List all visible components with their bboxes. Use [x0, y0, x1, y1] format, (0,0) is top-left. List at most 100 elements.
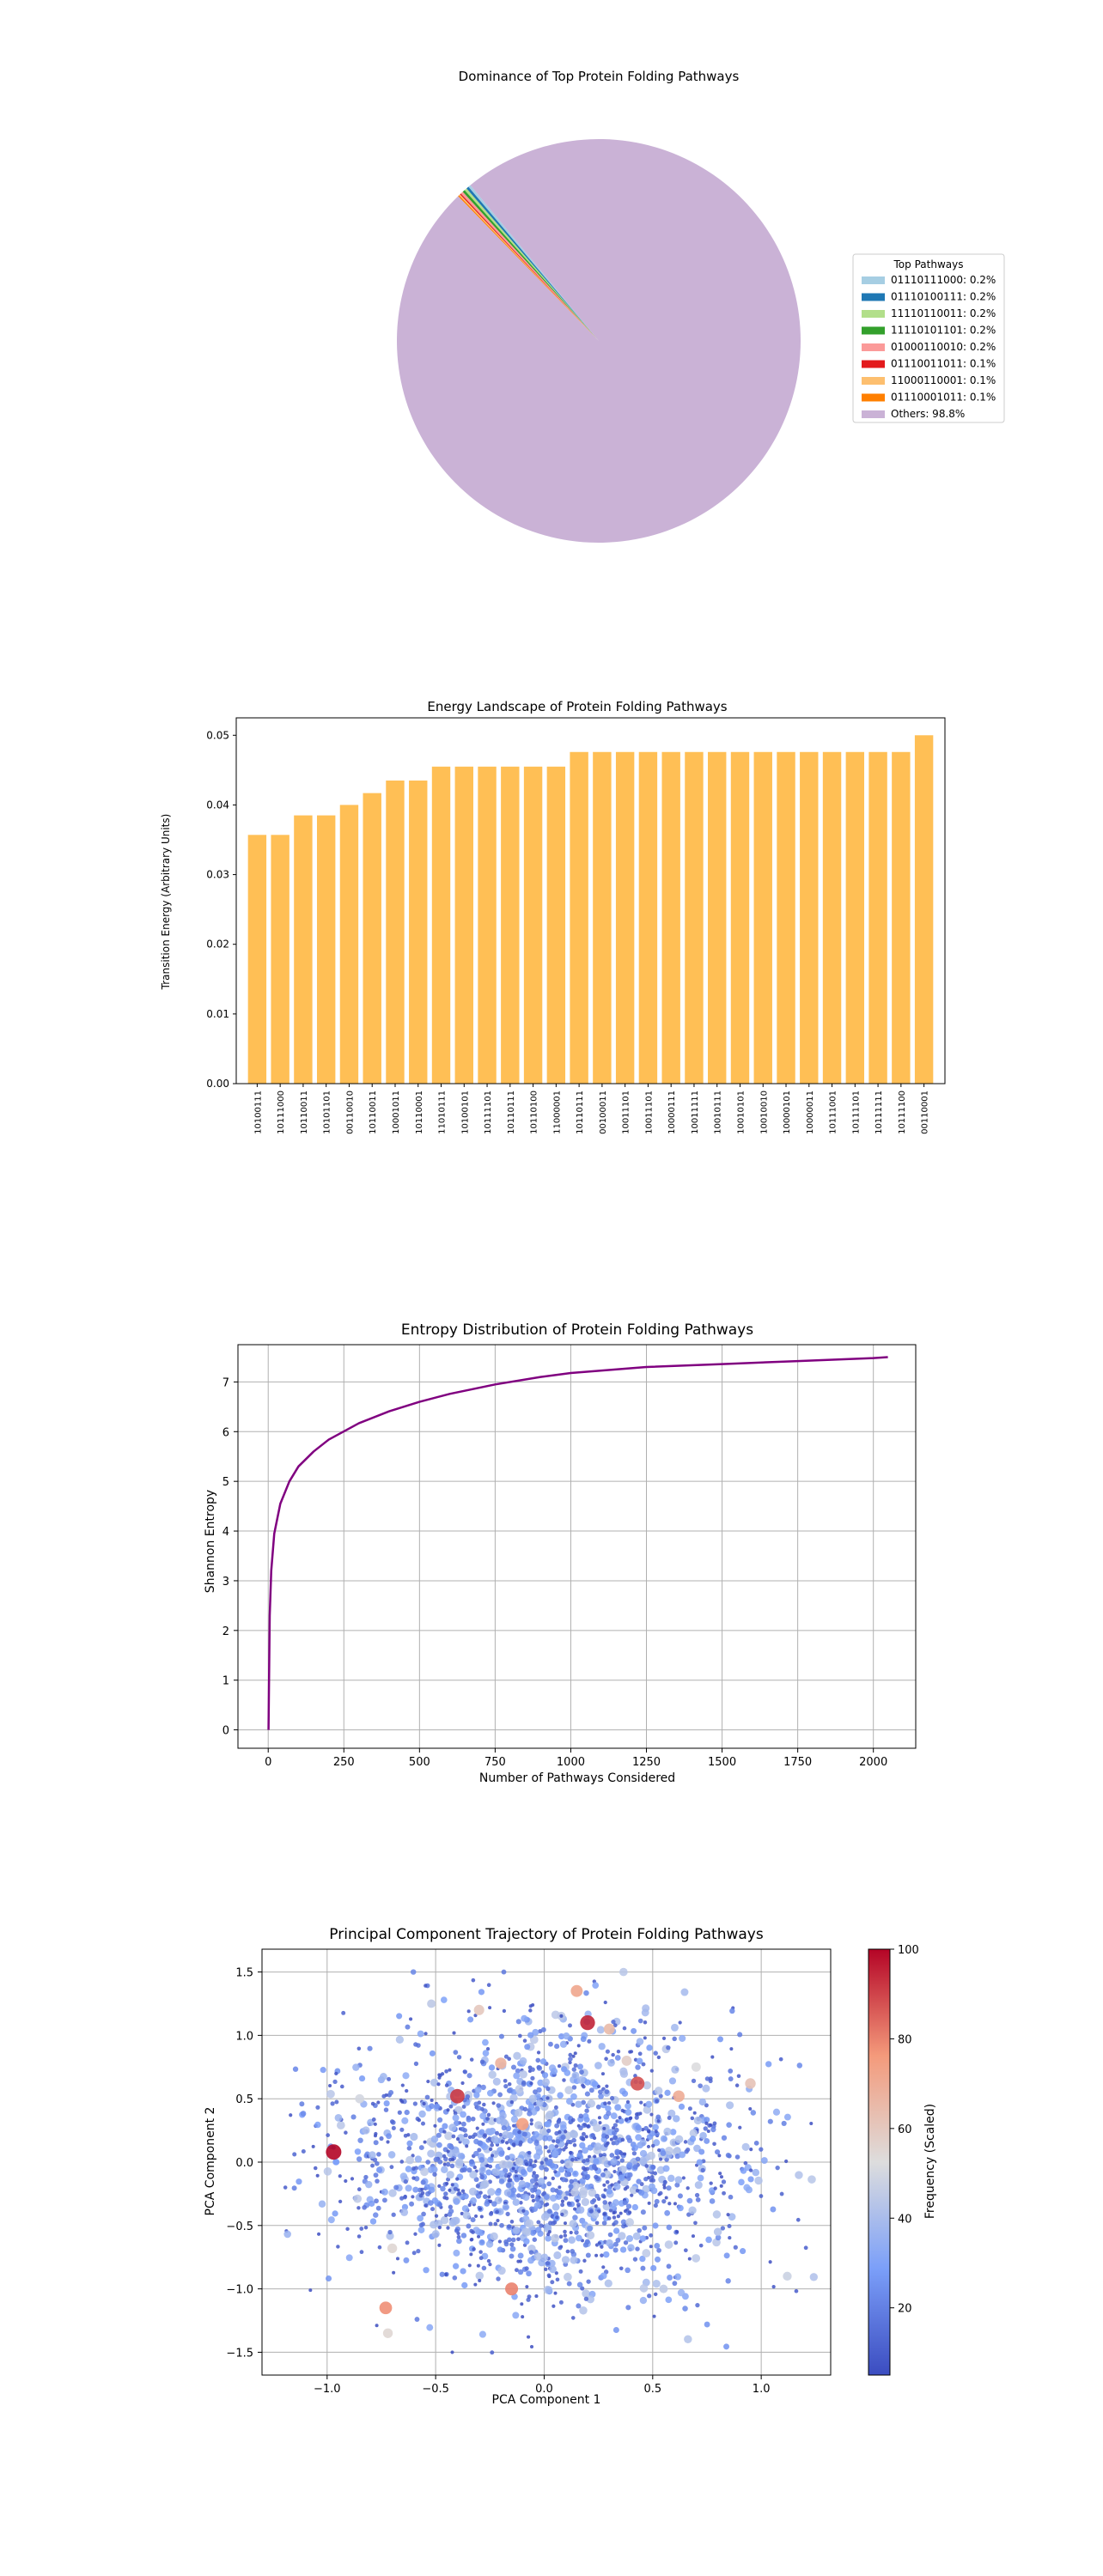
- y-tick-label: 1: [222, 1675, 229, 1688]
- scatter-point: [475, 2105, 482, 2111]
- x-tick-label: 10010111: [714, 1091, 723, 1134]
- scatter-point: [642, 2184, 650, 2194]
- scatter-point: [653, 2050, 658, 2056]
- bar: [431, 766, 451, 1084]
- scatter-point: [626, 2161, 633, 2169]
- scatter-point: [740, 2248, 747, 2255]
- scatter-point: [616, 2050, 621, 2054]
- scatter-point: [416, 2249, 421, 2254]
- legend-label: 01110111000: 0.2%: [891, 274, 996, 286]
- scatter-point: [618, 2174, 625, 2182]
- scatter-point: [649, 2130, 655, 2137]
- scatter-point: [649, 2069, 654, 2073]
- scatter-point: [713, 2186, 717, 2190]
- scatter-point: [610, 2112, 618, 2120]
- line-chart: Entropy Distribution of Protein Folding …: [204, 1321, 917, 1785]
- scatter-point: [564, 2272, 572, 2281]
- scatter-point: [461, 2105, 466, 2109]
- scatter-point: [318, 2200, 326, 2208]
- scatter-point: [418, 2222, 424, 2228]
- scatter-point: [564, 2086, 574, 2095]
- scatter-point: [522, 2193, 530, 2202]
- scatter-point: [726, 2101, 734, 2110]
- scatter-point: [587, 2144, 594, 2151]
- scatter-point: [629, 2050, 634, 2054]
- scatter-point: [374, 2160, 380, 2166]
- scatter-point: [417, 2227, 425, 2233]
- scatter-point: [651, 2143, 655, 2148]
- scatter-point: [448, 2204, 453, 2209]
- scatter-point: [446, 2149, 450, 2154]
- scatter-point: [534, 2294, 539, 2299]
- scatter-point: [439, 2271, 445, 2277]
- scatter-point: [597, 2116, 601, 2120]
- scatter-point: [515, 2019, 521, 2025]
- scatter-point: [723, 2343, 730, 2350]
- scatter-point-highlight: [449, 2088, 465, 2104]
- scatter-point: [440, 2185, 446, 2192]
- scatter-point: [363, 2174, 369, 2180]
- legend-label: Others: 98.8%: [891, 408, 965, 420]
- x-tick-label: 10001011: [392, 1091, 401, 1134]
- scatter-point: [539, 2160, 545, 2166]
- scatter-point: [563, 2238, 569, 2244]
- y-tick-label: 3: [222, 1576, 229, 1589]
- scatter-point: [571, 2054, 576, 2058]
- legend-label: 11110101101: 0.2%: [891, 325, 996, 337]
- scatter-point: [743, 2160, 748, 2166]
- bar: [845, 751, 865, 1084]
- x-tick-label: 10110100: [530, 1091, 539, 1134]
- scatter-point: [444, 2069, 448, 2074]
- scatter-point: [672, 2281, 678, 2287]
- scatter-point: [794, 2288, 799, 2293]
- scatter-point: [411, 2166, 416, 2171]
- scatter-point: [747, 2176, 754, 2183]
- scatter-point: [640, 2209, 646, 2215]
- scatter-point: [600, 2172, 606, 2178]
- scatter-point: [558, 2234, 564, 2239]
- scatter-point: [476, 2263, 480, 2268]
- scatter-point: [534, 2121, 543, 2129]
- scatter-point: [600, 2272, 607, 2280]
- scatter-point: [437, 2226, 442, 2230]
- scatter-point: [437, 2117, 443, 2123]
- x-tick-label: 10000111: [667, 1091, 677, 1134]
- scatter-point: [666, 2185, 672, 2191]
- scatter-point: [373, 2122, 377, 2126]
- bar: [777, 751, 795, 1084]
- scatter-point: [667, 2202, 672, 2206]
- scatter-point: [545, 2120, 552, 2128]
- x-tick-label: 0.0: [535, 2383, 553, 2396]
- scatter-point: [570, 2181, 580, 2190]
- scatter-point: [422, 2101, 426, 2106]
- scatter-point: [552, 2220, 558, 2225]
- scatter-point: [576, 2303, 582, 2309]
- scatter-point: [728, 2076, 734, 2081]
- legend-swatch: [862, 276, 885, 284]
- scatter-point: [411, 2195, 415, 2199]
- scatter-point: [541, 2078, 551, 2087]
- scatter-point: [316, 2232, 321, 2236]
- scatter-point: [496, 2103, 502, 2108]
- x-tick-label: 10110011: [300, 1091, 309, 1134]
- scatter-point: [582, 2112, 589, 2120]
- pie-slice: [458, 195, 599, 341]
- scatter-point: [387, 2151, 396, 2159]
- x-tick-label: 10111000: [277, 1091, 286, 1134]
- x-tick-label: 1750: [783, 1756, 812, 1769]
- scatter-point: [560, 2124, 567, 2131]
- scatter-point: [733, 2245, 738, 2250]
- scatter-point: [296, 2178, 302, 2185]
- y-tick-label: 4: [222, 1526, 229, 1539]
- scatter-point: [643, 2081, 652, 2090]
- scatter-point: [461, 2281, 468, 2289]
- x-tick-label: −1.0: [314, 2383, 341, 2396]
- scatter-point: [495, 2209, 499, 2215]
- scatter-point: [637, 2051, 643, 2057]
- scatter-point: [680, 1988, 689, 1996]
- scatter-point: [356, 2156, 363, 2162]
- scatter-point: [413, 2061, 419, 2067]
- x-tick-label: 10100101: [460, 1091, 470, 1134]
- x-tick-label: 00100011: [599, 1091, 608, 1134]
- scatter-point: [300, 2111, 307, 2117]
